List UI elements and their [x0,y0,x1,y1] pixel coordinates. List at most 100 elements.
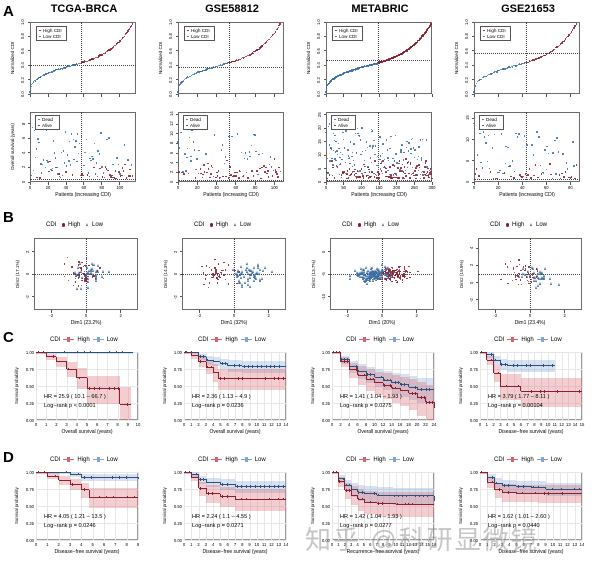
pca-point-low [241,271,244,275]
pca-point-low [245,270,248,274]
cdi-point [245,56,248,58]
cdi-point [416,41,419,43]
surv-point [131,175,134,177]
pca-point-high [219,276,221,279]
km-censor-mark [98,495,100,499]
surv-point [248,151,251,153]
xtick-label: 7 [114,542,117,547]
cdi-point [272,34,275,36]
surv-point [244,152,247,154]
km-gridline-v [191,472,193,540]
cdi-cut-vline [81,22,83,94]
xtick-label: 60 [233,185,239,190]
pca-point-low [358,271,361,274]
surv-point [121,167,124,169]
pca-point-high [227,264,229,266]
km-censor-mark [109,350,110,354]
surv-point [527,174,529,176]
panel-letter-c: C [3,329,14,346]
pca-point-low [240,282,243,286]
xtick-label: 10 [254,542,260,547]
surv-point [352,159,355,161]
xtick-label: 0 [182,542,186,547]
cdi-point [250,53,252,55]
surv-point [559,177,562,180]
surv-point [271,175,274,177]
cdi-point [64,67,66,69]
surv-point [542,172,545,174]
surv-point [77,152,80,155]
xtick-label: 8 [241,542,244,547]
km-logrank-text: Log−rank p = 0.0277 [340,523,392,530]
km-gridline-v [374,352,376,420]
km-xlabel: Disease−free survival (years) [54,549,120,555]
ytick-label: 0.25 [321,520,330,526]
km-censor-mark [544,492,545,496]
pca-point-high [516,265,518,268]
km-ci-band [392,487,434,506]
surv-point [231,135,233,138]
cdi-point [72,64,74,66]
pca-point-low [78,261,81,265]
km-ci-band [332,352,341,354]
xtick [233,310,235,313]
cdi-point [509,66,511,69]
ytick [175,142,178,144]
surv-point [334,151,337,153]
pca-point-low [549,276,552,280]
surv-point [354,132,357,135]
pca-point-high [385,269,388,272]
cdi-point [572,29,574,31]
surv-point [378,173,381,175]
surv-point [331,174,334,177]
pca-legend-title: CDI [46,222,57,228]
km-step-h [213,361,221,362]
surv-point [333,177,336,179]
cdi-point [253,51,255,53]
cdi-point [96,56,99,58]
km-step-h [363,493,377,495]
legend-dot-alive [334,124,336,127]
pca-point-high [212,277,214,279]
pca-point-high [75,281,77,283]
surv-point [412,172,414,175]
surv-point [206,171,208,174]
km-step-v [69,472,71,475]
km-ylabel: Survival probability [162,487,167,525]
cdi-point [105,50,108,53]
pca-point-low [250,271,253,275]
ytick-label: 0.25 [469,400,478,406]
surv-point [422,174,424,176]
surv-point [569,177,572,179]
surv-point [61,174,64,177]
ytick-label: 0.00 [469,417,478,423]
km-logrank-text: Log−rank p = 0.0236 [192,403,244,410]
km-censor-mark [226,495,228,498]
cdi-point [279,23,281,25]
km-step-h [400,390,409,392]
surv-point [376,155,379,158]
pca-point-low [379,269,382,273]
pca-point-high [77,285,80,287]
cdi-point [561,42,563,44]
km-censor-mark [335,350,337,354]
legend-dot-low [187,35,189,38]
km-gridline-v [493,352,495,420]
cdi-point [334,77,336,79]
km-censor-mark [105,495,107,499]
surv-point [46,159,48,162]
ytick-label: 0.00 [25,537,34,543]
km-step-h [66,368,77,370]
xtick-label: 8 [533,422,536,427]
cdi-point [411,45,414,48]
legend-dot-dead [482,118,484,121]
cdi-point [243,56,246,59]
km-step-v [56,356,57,362]
km-step-h [376,502,396,504]
pca-point-low [249,268,252,272]
xtick-label: 13 [412,542,418,547]
surv-point [394,172,396,175]
surv-point [261,152,264,155]
surv-point [62,150,65,152]
surv-point [367,165,369,168]
